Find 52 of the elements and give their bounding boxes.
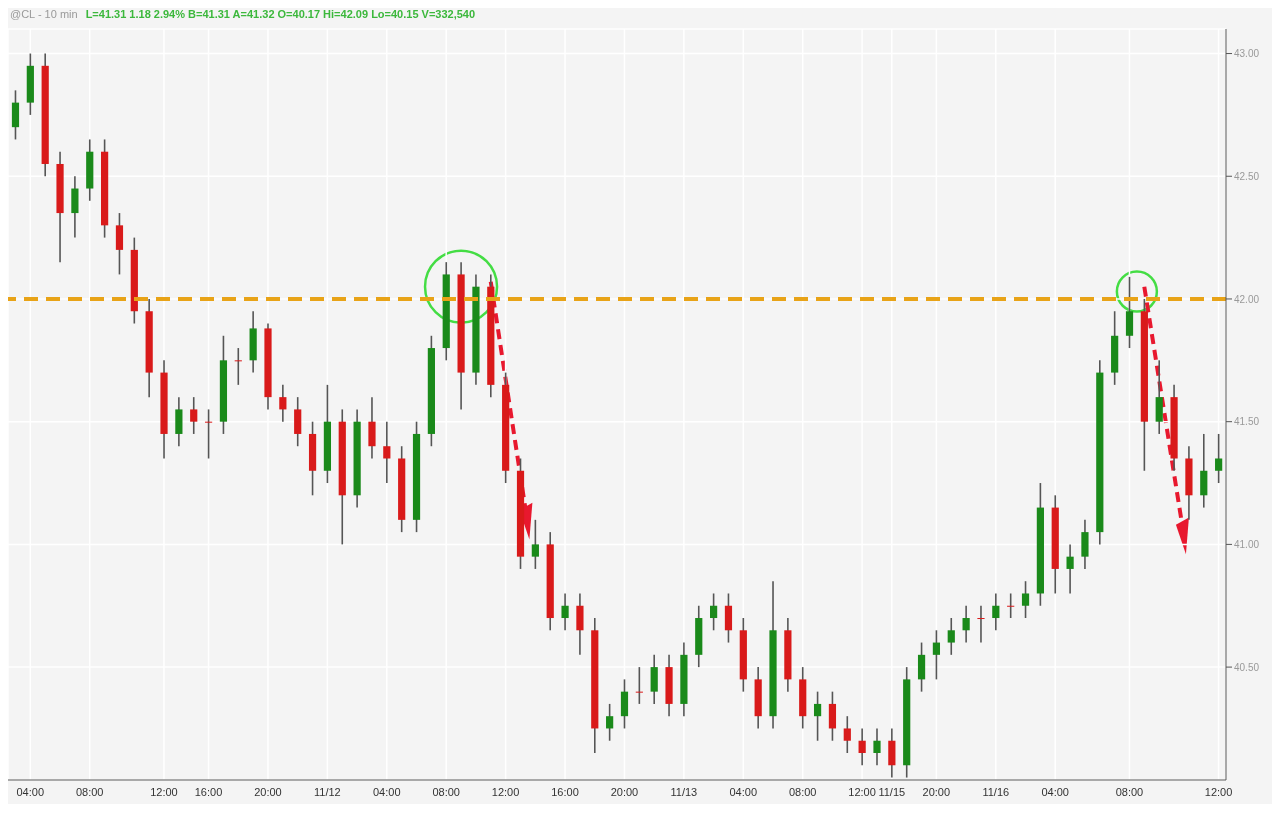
candlestick (962, 604, 970, 644)
x-tick-label: 20:00 (254, 785, 282, 798)
x-tick-label: 04:00 (373, 785, 401, 798)
candlestick (1007, 592, 1015, 619)
y-tick-label: 42.50 (1234, 170, 1260, 182)
candlestick (932, 629, 941, 681)
candlestick (977, 604, 985, 644)
x-tick-label: 20:00 (610, 785, 639, 798)
candlestick (531, 519, 539, 570)
candlestick (1021, 580, 1030, 619)
chart-title: @CL - 10 min (10, 8, 78, 20)
x-tick-label: 08:00 (788, 785, 817, 798)
x-tick-label: 12:00 (1204, 785, 1233, 798)
x-tick-label: 16:00 (194, 785, 223, 798)
y-tick-label: 43.00 (1234, 48, 1260, 60)
candlestick (204, 408, 213, 460)
candlestick (992, 592, 1000, 632)
x-tick-label: 12:00 (848, 785, 876, 798)
x-tick-label: 08:00 (1115, 785, 1144, 798)
x-tick-label: 11/12 (313, 785, 341, 798)
candlestick (813, 690, 822, 742)
candlestick (635, 666, 643, 705)
candlestick (1066, 543, 1074, 595)
x-tick-label: 16:00 (551, 785, 579, 798)
x-tick-label: 11/15 (878, 785, 906, 798)
candlestick (843, 715, 851, 754)
candlestick (858, 727, 866, 767)
candlestick (606, 703, 614, 742)
candlestick (947, 617, 955, 656)
x-tick-label: 11/16 (982, 785, 1010, 798)
y-tick-label: 42.00 (1234, 293, 1260, 305)
x-tick-label: 08:00 (75, 785, 104, 798)
y-tick-label: 40.50 (1234, 661, 1260, 673)
x-tick-label: 04:00 (1041, 785, 1069, 798)
candlestick (710, 592, 718, 632)
candlestick (873, 727, 881, 767)
y-tick-label: 41.00 (1234, 538, 1260, 550)
y-tick-label: 41.50 (1234, 416, 1260, 428)
candlestick (234, 347, 242, 386)
chart-subtitle: L=41.31 1.18 2.94% B=41.31 A=41.32 O=40.17 Hi=42.09 Lo=40.15 V=332,540 (85, 8, 476, 20)
x-tick-label: 08:00 (432, 785, 460, 798)
x-tick-label: 12:00 (491, 785, 520, 798)
x-tick-label: 11/13 (670, 785, 698, 798)
candlestick (1215, 433, 1223, 484)
x-tick-label: 20:00 (922, 785, 951, 798)
x-tick-label: 04:00 (729, 785, 758, 798)
candlestick (383, 420, 391, 484)
x-tick-label: 12:00 (150, 785, 178, 798)
candlestick (561, 592, 569, 632)
candlestick (190, 396, 198, 435)
x-tick-label: 04:00 (16, 785, 45, 798)
candlestick (279, 384, 287, 423)
